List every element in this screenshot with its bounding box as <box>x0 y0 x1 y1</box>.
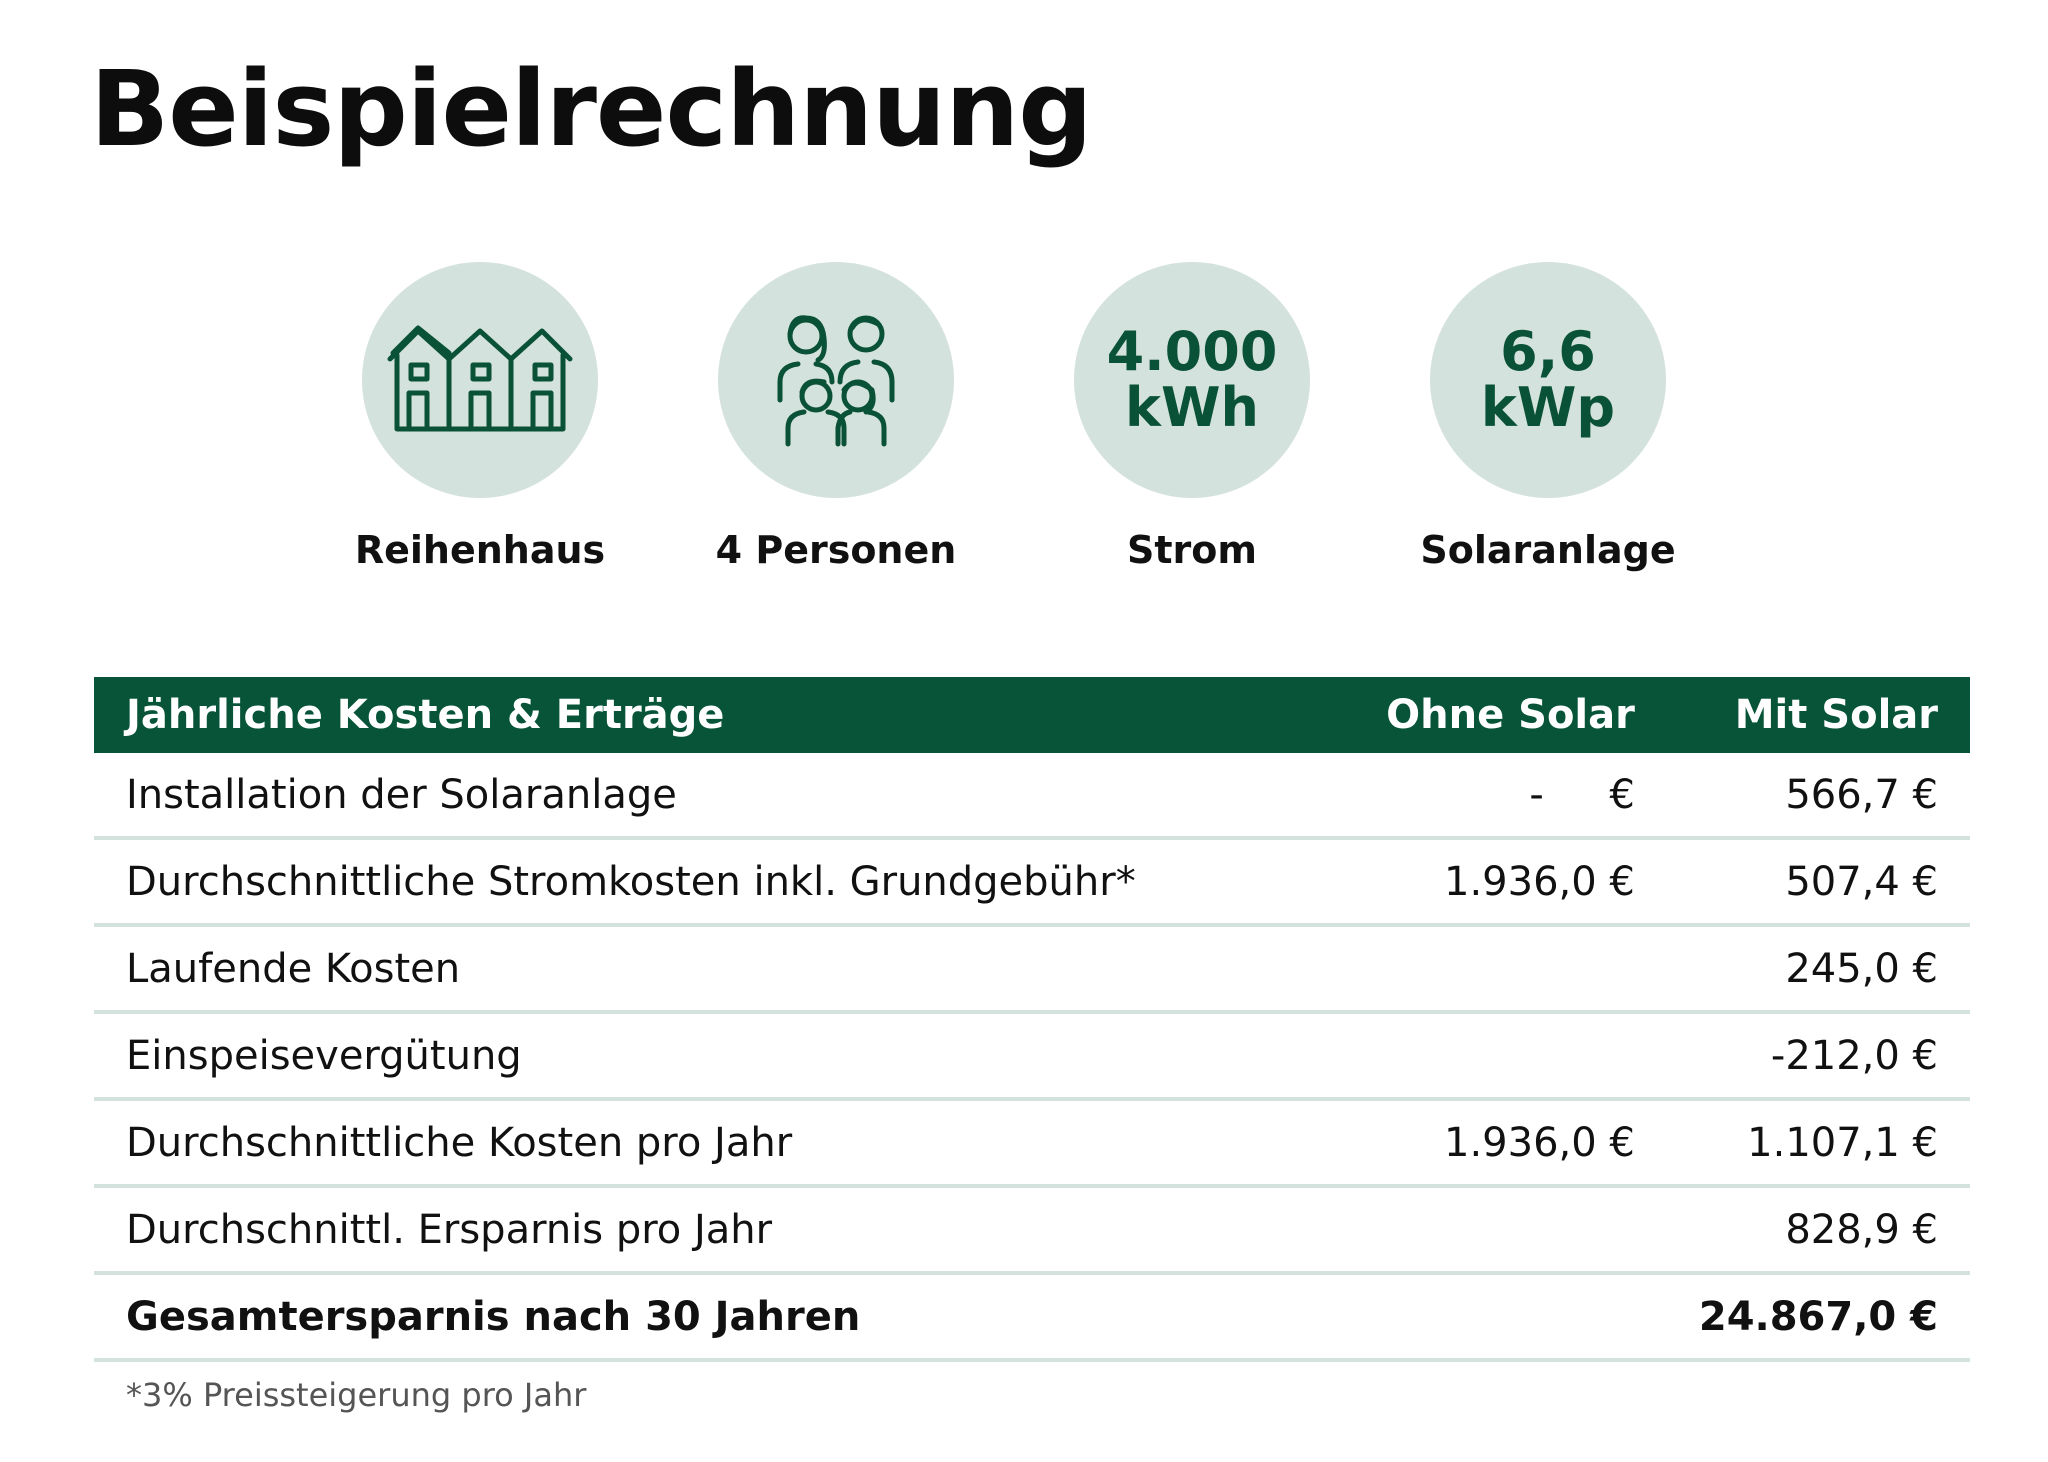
row-mit-solar: 245,0 € <box>1666 925 1970 1014</box>
row-ohne-value: € <box>1609 771 1635 818</box>
row-label: Einspeisevergütung <box>94 1012 1287 1101</box>
row-label: Laufende Kosten <box>94 925 1287 1014</box>
badge-strom: 4.000 kWh Strom <box>1032 262 1352 572</box>
table-header-row: Jährliche Kosten & Erträge Ohne Solar Mi… <box>94 677 1970 753</box>
row-label: Installation der Solaranlage <box>94 753 1287 840</box>
row-label: Durchschnittliche Stromkosten inkl. Grun… <box>94 838 1287 927</box>
badge-value-unit: kWp <box>1480 376 1616 439</box>
badge-value: 6,6 kWp <box>1481 324 1615 436</box>
row-ohne-dash: - <box>1529 771 1544 818</box>
family-icon <box>777 315 895 447</box>
row-mit-solar: 507,4 € <box>1666 838 1970 927</box>
badge-value: 4.000 kWh <box>1107 324 1278 436</box>
badge-personen: 4 Personen <box>676 262 996 572</box>
row-ohne-solar <box>1286 925 1667 1014</box>
table-row: Laufende Kosten 245,0 € <box>94 925 1970 1014</box>
row-mit-solar: 566,7 € <box>1666 753 1970 840</box>
row-ohne-solar <box>1286 1012 1667 1101</box>
header-kosten-ertraege: Jährliche Kosten & Erträge <box>94 677 1287 753</box>
badge-value-number: 4.000 <box>1106 320 1278 383</box>
badge-circle <box>718 262 954 498</box>
row-mit-solar: 1.107,1 € <box>1666 1099 1970 1188</box>
badge-value-number: 6,6 <box>1500 320 1596 383</box>
badge-reihenhaus: Reihenhaus <box>320 262 640 572</box>
total-label: Gesamtersparnis nach 30 Jahren <box>94 1271 1287 1362</box>
badge-solaranlage: 6,6 kWp Solaranlage <box>1388 262 1708 572</box>
total-ohne-solar <box>1286 1271 1667 1362</box>
table-row: Durchschnittliche Kosten pro Jahr 1.936,… <box>94 1099 1970 1188</box>
table-row: Installation der Solaranlage - € 566,7 € <box>94 753 1970 840</box>
row-label: Durchschnittliche Kosten pro Jahr <box>94 1099 1287 1188</box>
row-mit-solar: -212,0 € <box>1666 1012 1970 1101</box>
badge-label: Solaranlage <box>1420 528 1676 572</box>
table-row: Durchschnittl. Ersparnis pro Jahr 828,9 … <box>94 1186 1970 1275</box>
table-row: Einspeisevergütung -212,0 € <box>94 1012 1970 1101</box>
page-title: Beispielrechnung <box>90 48 1093 170</box>
row-ohne-solar: 1.936,0 € <box>1286 838 1667 927</box>
badge-circle <box>362 262 598 498</box>
row-ohne-solar: - € <box>1286 753 1667 840</box>
total-mit-solar: 24.867,0 € <box>1666 1271 1970 1362</box>
row-mit-solar: 828,9 € <box>1666 1186 1970 1275</box>
header-mit-solar: Mit Solar <box>1666 677 1970 753</box>
badge-label: Reihenhaus <box>354 528 606 572</box>
badge-label: Strom <box>1127 528 1257 572</box>
badge-label: 4 Personen <box>715 528 957 572</box>
footnote: *3% Preissteigerung pro Jahr <box>126 1376 587 1414</box>
profile-badges: Reihenhaus 4 Personen 4. <box>0 262 2048 582</box>
badge-circle: 6,6 kWp <box>1430 262 1666 498</box>
header-ohne-solar: Ohne Solar <box>1286 677 1667 753</box>
badge-value-unit: kWh <box>1125 376 1259 439</box>
table-total-row: Gesamtersparnis nach 30 Jahren 24.867,0 … <box>94 1271 1970 1362</box>
cost-table: Jährliche Kosten & Erträge Ohne Solar Mi… <box>94 677 1970 1362</box>
row-ohne-solar <box>1286 1186 1667 1275</box>
badge-circle: 4.000 kWh <box>1074 262 1310 498</box>
table-row: Durchschnittliche Stromkosten inkl. Grun… <box>94 838 1970 927</box>
row-houses-icon <box>387 325 573 432</box>
row-label: Durchschnittl. Ersparnis pro Jahr <box>94 1186 1287 1275</box>
row-ohne-solar: 1.936,0 € <box>1286 1099 1667 1188</box>
